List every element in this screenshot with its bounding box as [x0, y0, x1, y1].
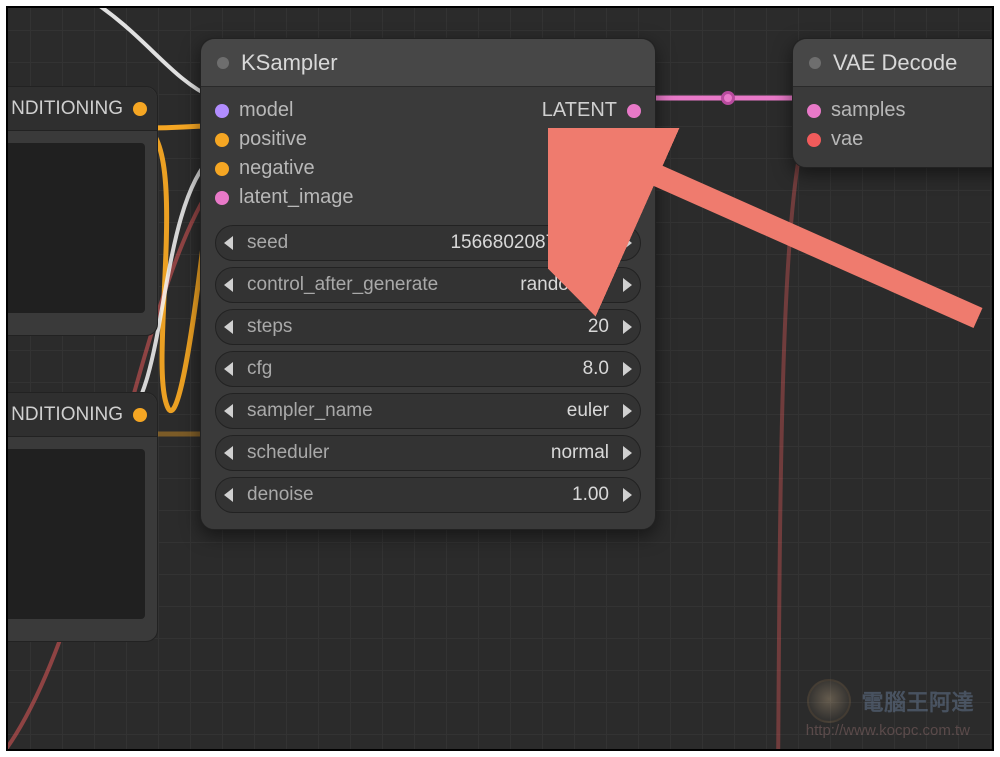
widget-value[interactable]: euler [373, 400, 615, 422]
vae-decode-node[interactable]: VAE Decode samples vae [792, 38, 992, 168]
output-label: NDITIONING [11, 98, 123, 120]
increment-icon[interactable] [623, 236, 632, 250]
watermark-url: http://www.kocpc.com.tw [806, 722, 970, 739]
node-preview [8, 449, 145, 619]
decrement-icon[interactable] [224, 446, 233, 460]
decrement-icon[interactable] [224, 320, 233, 334]
increment-icon[interactable] [623, 278, 632, 292]
socket-icon[interactable] [627, 104, 641, 118]
widget-sampler-name[interactable]: sampler_nameeuler [215, 393, 641, 429]
input-latent-image[interactable]: latent_image [215, 186, 354, 209]
widget-label: control_after_generate [241, 274, 438, 296]
node-editor-canvas[interactable]: NDITIONING NDITIONING KSampler model [8, 8, 992, 749]
widget-label: steps [241, 316, 292, 338]
increment-icon[interactable] [623, 404, 632, 418]
node-header[interactable]: KSampler [201, 39, 655, 87]
widget-control-after-generate[interactable]: control_after_generaterandomize [215, 267, 641, 303]
input-negative[interactable]: negative [215, 157, 354, 180]
port-label: model [239, 99, 293, 122]
widget-denoise[interactable]: denoise1.00 [215, 477, 641, 513]
widget-label: sampler_name [241, 400, 373, 422]
output-ports: LATENT [542, 99, 641, 209]
input-model[interactable]: model [215, 99, 354, 122]
increment-icon[interactable] [623, 446, 632, 460]
input-ports: samples vae [807, 99, 992, 151]
port-label: latent_image [239, 186, 354, 209]
widget-steps[interactable]: steps20 [215, 309, 641, 345]
decrement-icon[interactable] [224, 236, 233, 250]
output-latent[interactable]: LATENT [542, 99, 641, 122]
collapse-dot-icon[interactable] [217, 57, 229, 69]
widget-value[interactable]: normal [329, 442, 615, 464]
conditioning-node-bottom[interactable]: NDITIONING [8, 392, 158, 642]
socket-icon[interactable] [807, 104, 821, 118]
conditioning-node-top[interactable]: NDITIONING [8, 86, 158, 336]
node-preview [8, 143, 145, 313]
decrement-icon[interactable] [224, 404, 233, 418]
widget-seed[interactable]: seed156680208700286 [215, 225, 641, 261]
ksampler-node[interactable]: KSampler model positive negative [200, 38, 656, 530]
node-header[interactable]: VAE Decode [793, 39, 992, 87]
input-ports: model positive negative latent_image [215, 99, 354, 209]
conditioning-output-socket[interactable] [133, 102, 147, 116]
socket-icon[interactable] [807, 133, 821, 147]
port-label: LATENT [542, 99, 617, 122]
widget-value[interactable]: randomize [438, 274, 615, 296]
decrement-icon[interactable] [224, 278, 233, 292]
widget-cfg[interactable]: cfg8.0 [215, 351, 641, 387]
socket-icon[interactable] [215, 133, 229, 147]
socket-icon[interactable] [215, 104, 229, 118]
widget-label: cfg [241, 358, 272, 380]
port-label: positive [239, 128, 307, 151]
decrement-icon[interactable] [224, 362, 233, 376]
widget-value[interactable]: 20 [292, 316, 615, 338]
input-samples[interactable]: samples [807, 99, 992, 122]
widget-label: denoise [241, 484, 314, 506]
conditioning-output-socket[interactable] [133, 408, 147, 422]
increment-icon[interactable] [623, 488, 632, 502]
watermark-text: 電腦王阿達 [861, 685, 974, 717]
port-label: negative [239, 157, 315, 180]
widget-value[interactable]: 8.0 [272, 358, 615, 380]
wire-reroute-dot[interactable] [721, 91, 735, 105]
widget-value[interactable]: 1.00 [314, 484, 615, 506]
port-label: samples [831, 99, 905, 122]
mascot-icon [807, 679, 851, 723]
widget-label: seed [241, 232, 288, 254]
increment-icon[interactable] [623, 320, 632, 334]
output-label: NDITIONING [11, 404, 123, 426]
widget-value[interactable]: 156680208700286 [288, 232, 615, 254]
node-title: VAE Decode [833, 50, 957, 76]
node-title: KSampler [241, 50, 338, 76]
input-vae[interactable]: vae [807, 128, 992, 151]
widget-scheduler[interactable]: schedulernormal [215, 435, 641, 471]
decrement-icon[interactable] [224, 488, 233, 502]
input-positive[interactable]: positive [215, 128, 354, 151]
port-label: vae [831, 128, 863, 151]
socket-icon[interactable] [215, 191, 229, 205]
widget-label: scheduler [241, 442, 329, 464]
socket-icon[interactable] [215, 162, 229, 176]
collapse-dot-icon[interactable] [809, 57, 821, 69]
watermark: 電腦王阿達 [807, 679, 974, 723]
increment-icon[interactable] [623, 362, 632, 376]
